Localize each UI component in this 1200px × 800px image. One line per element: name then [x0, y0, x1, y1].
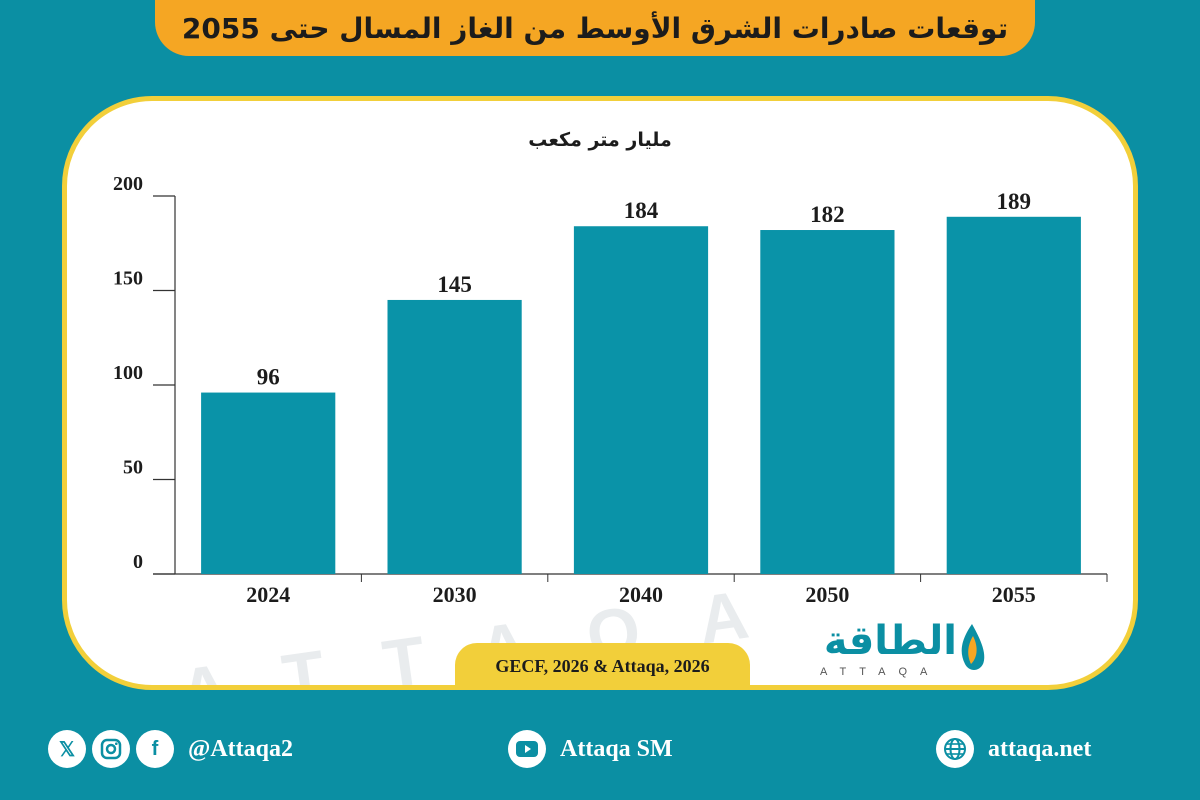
bar-value-label: 96: [257, 365, 280, 390]
x-category-label: 2050: [805, 582, 849, 607]
chart-title: توقعات صادرات الشرق الأوسط من الغاز المس…: [181, 11, 1009, 45]
x-category-label: 2030: [433, 582, 477, 607]
bar: [946, 216, 1081, 574]
youtube-icon[interactable]: [508, 730, 546, 768]
y-axis-unit-label: مليار متر مكعب: [528, 129, 672, 151]
y-tick-label: 150: [113, 268, 143, 290]
bar-value-label: 189: [997, 189, 1032, 214]
facebook-icon[interactable]: f: [136, 730, 174, 768]
y-tick-label: 200: [113, 173, 143, 195]
flame-drop-icon: [961, 624, 985, 670]
x-category-label: 2055: [992, 582, 1036, 607]
bar-chart: 0 50 100 150 200 96 2024 145 2030 184 2040 182 2050 1…: [113, 173, 1108, 607]
brand-arabic-name: الطاقة: [823, 618, 957, 664]
bar: [201, 392, 336, 574]
x-twitter-icon[interactable]: 𝕏: [48, 730, 86, 768]
y-tick-label: 100: [113, 362, 143, 384]
bar: [387, 299, 522, 574]
bar-value-label: 182: [810, 202, 845, 227]
bar-value-label: 145: [437, 272, 472, 297]
bar: [760, 230, 895, 574]
brand-logo: الطاقة ATTAQA: [812, 618, 987, 682]
chart-card: ATTAQA مليار متر مكعب 0 50 100 150 200 96 2024…: [62, 96, 1138, 690]
website-url[interactable]: attaqa.net: [988, 735, 1092, 762]
social-links: 𝕏 f @Attaqa2: [48, 730, 293, 768]
y-tick-label: 50: [123, 457, 143, 479]
bar: [573, 226, 709, 574]
bar-value-label: 184: [624, 198, 659, 223]
x-category-label: 2040: [619, 582, 663, 607]
y-tick-label: 0: [133, 551, 143, 573]
youtube-link: Attaqa SM: [508, 730, 673, 768]
title-banner: توقعات صادرات الشرق الأوسط من الغاز المس…: [155, 0, 1035, 56]
globe-icon[interactable]: [936, 730, 974, 768]
x-category-label: 2024: [246, 582, 290, 607]
instagram-icon[interactable]: [92, 730, 130, 768]
twitter-handle[interactable]: @Attaqa2: [188, 735, 293, 762]
website-link: attaqa.net: [936, 730, 1091, 768]
source-label: GECF, 2026 & Attaqa, 2026: [455, 643, 750, 690]
youtube-channel-name[interactable]: Attaqa SM: [560, 735, 673, 762]
brand-latin-name: ATTAQA: [820, 666, 941, 678]
footer: 𝕏 f @Attaqa2 Attaqa SM attaqa.net: [0, 730, 1200, 780]
